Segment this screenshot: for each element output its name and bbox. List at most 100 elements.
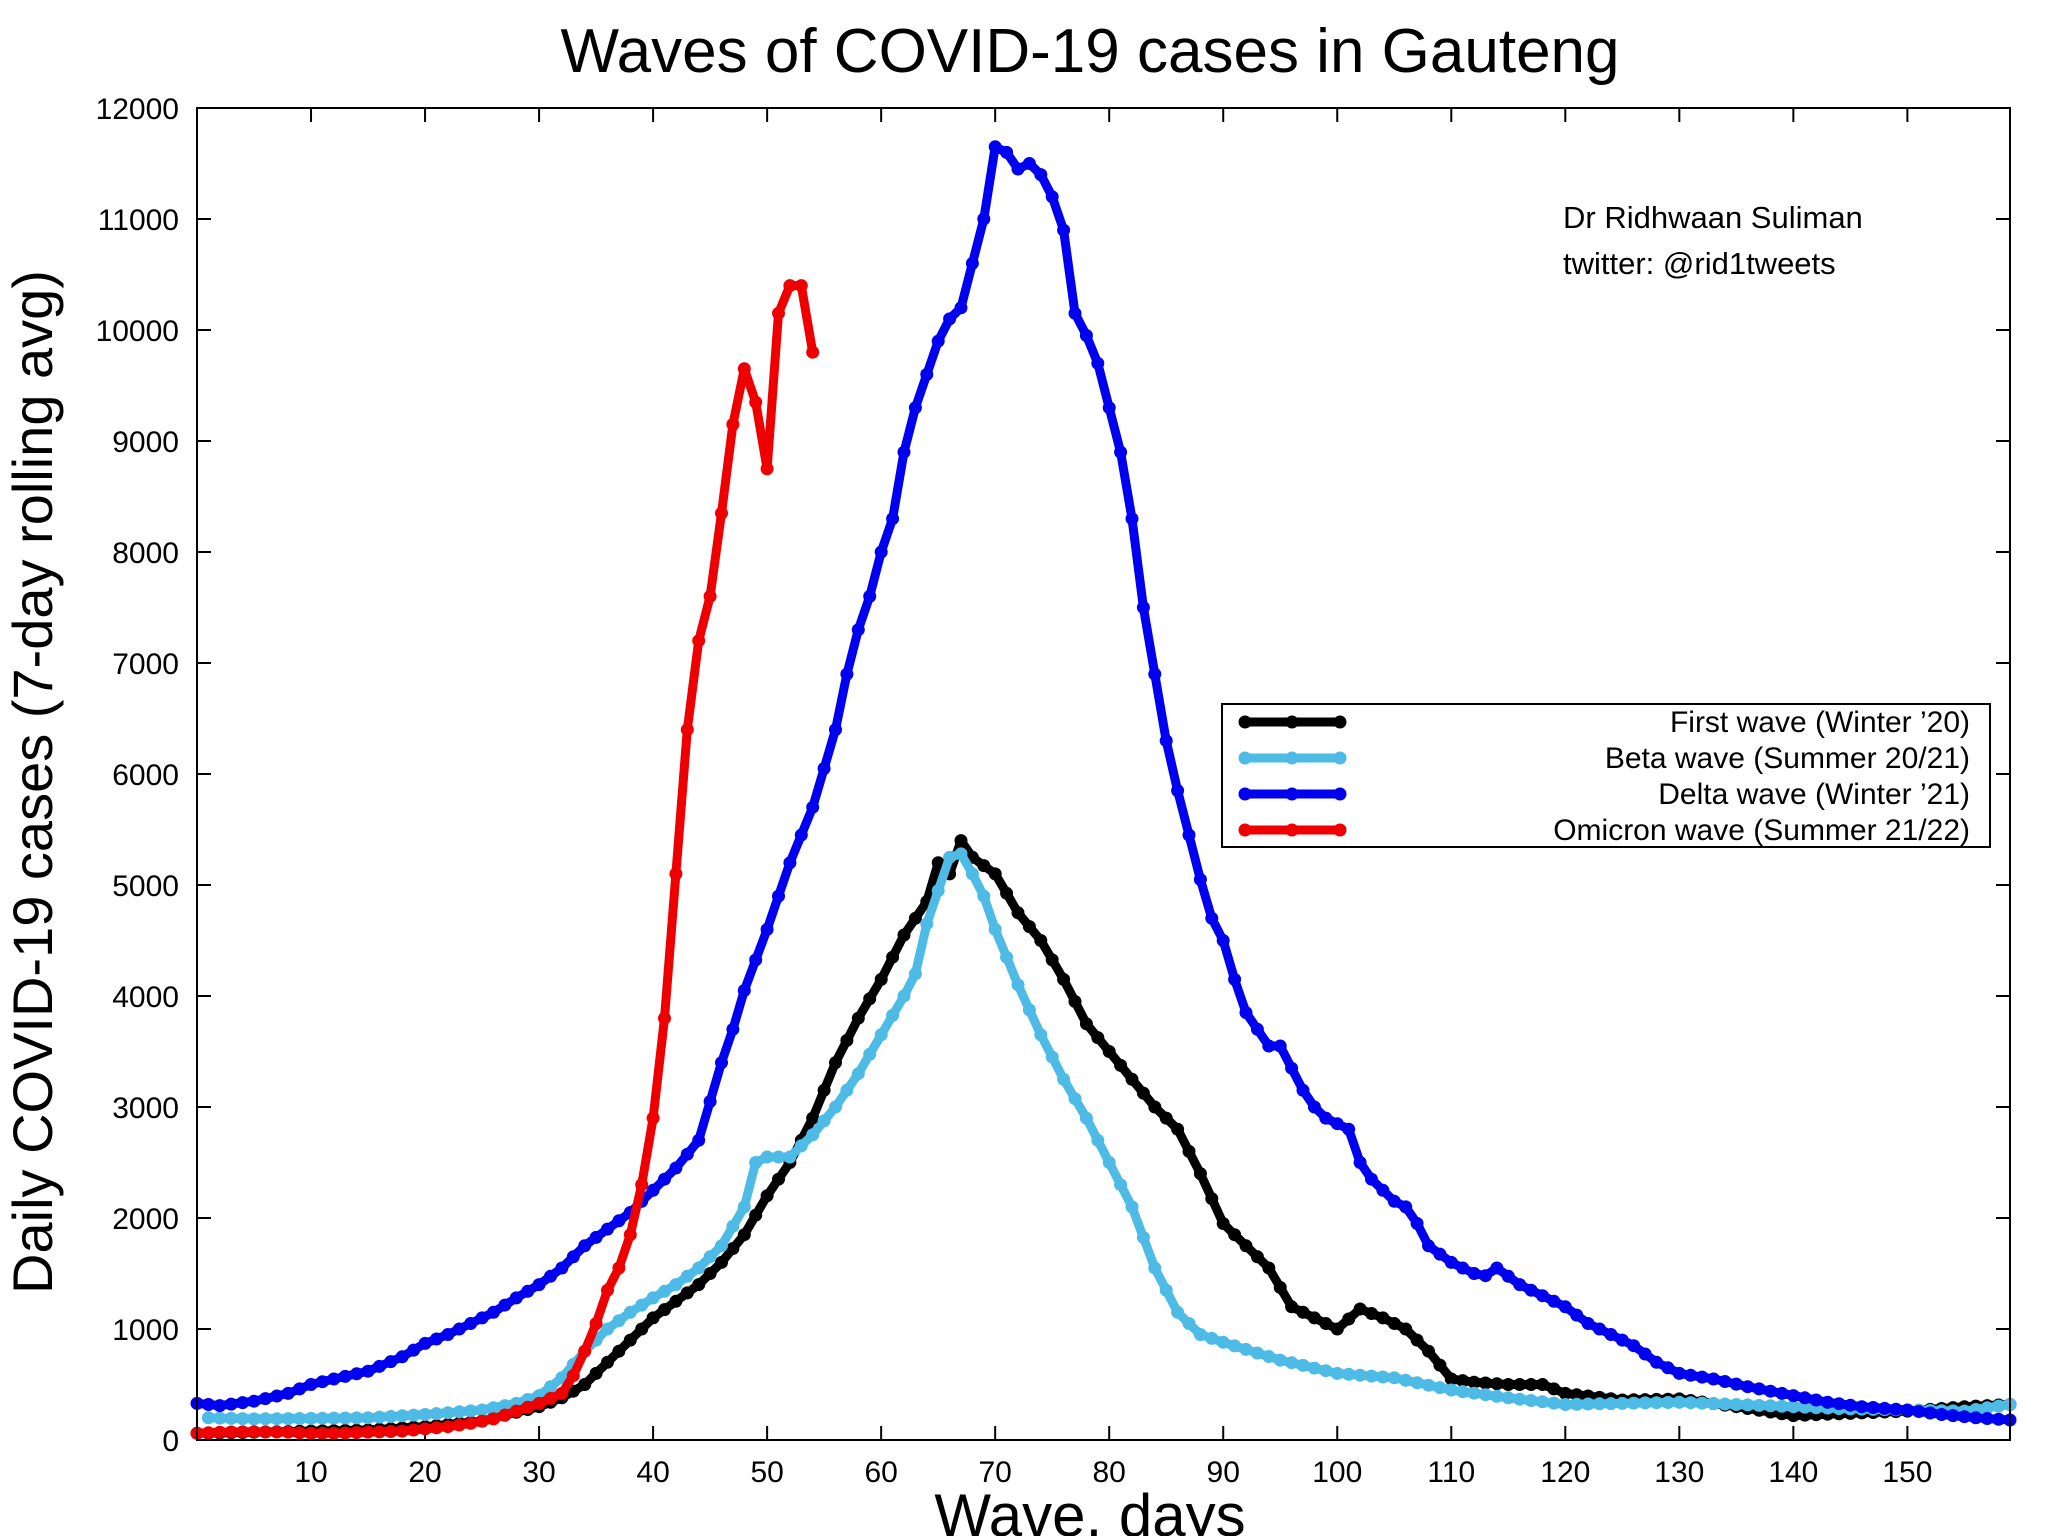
- series-point: [658, 1172, 671, 1186]
- series-point: [1353, 1368, 1367, 1382]
- series-point: [1536, 1395, 1549, 1409]
- series-point: [1022, 157, 1036, 170]
- series-point: [1889, 1402, 1903, 1416]
- series-point: [521, 1400, 535, 1414]
- series-point: [1513, 1392, 1527, 1406]
- series-point: [1205, 1192, 1219, 1206]
- series-point: [338, 1411, 352, 1425]
- series-point: [1342, 1122, 1356, 1136]
- series-point: [1604, 1328, 1618, 1341]
- series-point: [1946, 1409, 1960, 1423]
- x-tick-label: 60: [864, 1456, 897, 1489]
- series-point: [1262, 1039, 1276, 1053]
- series-point: [487, 1305, 500, 1319]
- series-point: [532, 1278, 546, 1292]
- series-point: [1786, 1409, 1800, 1423]
- series-point: [201, 1398, 215, 1411]
- series-point: [715, 1255, 728, 1269]
- series-point: [1296, 1083, 1310, 1097]
- legend-entry: Delta wave (Winter ’21): [1238, 778, 1970, 811]
- legend-swatch-dot: [1285, 751, 1299, 765]
- series-point: [1387, 1317, 1401, 1330]
- series-point: [1182, 828, 1196, 842]
- series-point: [1171, 1122, 1185, 1136]
- legend-swatch-dot: [1238, 787, 1252, 801]
- series-point: [1296, 1358, 1310, 1372]
- x-tick-label: 100: [1312, 1456, 1362, 1489]
- series-point: [1570, 1388, 1584, 1402]
- series-point: [1307, 1311, 1321, 1325]
- series-point: [566, 1250, 580, 1264]
- series-point: [1068, 306, 1082, 320]
- legend-swatch-dot: [1238, 715, 1252, 729]
- series-point: [1159, 1283, 1173, 1297]
- x-tick-label: 130: [1654, 1456, 1704, 1489]
- series-point: [1433, 1381, 1447, 1395]
- series-point: [658, 1011, 671, 1025]
- series-point: [1479, 1269, 1492, 1283]
- series-point: [475, 1403, 489, 1417]
- series-point: [578, 1344, 592, 1358]
- series-point: [1034, 168, 1048, 182]
- series-point: [703, 1267, 717, 1280]
- series-point: [1262, 1350, 1276, 1363]
- series-point: [829, 1100, 842, 1114]
- series-point: [715, 1056, 728, 1070]
- series-point: [1399, 1322, 1413, 1336]
- y-tick-label: 3000: [112, 1092, 179, 1125]
- series-point: [384, 1425, 398, 1438]
- series-point: [794, 828, 808, 842]
- series-point: [1957, 1410, 1971, 1424]
- y-tick-label: 2000: [112, 1203, 179, 1236]
- series-point: [213, 1425, 227, 1439]
- series-point: [943, 312, 957, 326]
- series-point: [407, 1343, 421, 1357]
- series-point: [1809, 1393, 1823, 1407]
- series-point: [487, 1401, 500, 1415]
- series-point: [931, 856, 945, 870]
- series-point: [475, 1414, 489, 1428]
- series-point: [1285, 1356, 1299, 1370]
- series-point: [1285, 1061, 1299, 1075]
- series-point: [1045, 190, 1059, 204]
- series-point: [258, 1412, 272, 1426]
- series-point: [247, 1412, 261, 1426]
- series-point: [1992, 1412, 2006, 1426]
- series-point: [1319, 1364, 1333, 1378]
- series-point: [1501, 1269, 1515, 1283]
- series-point: [1638, 1347, 1652, 1361]
- series-point: [977, 859, 991, 873]
- series-point: [1969, 1411, 1983, 1425]
- series-point: [555, 1261, 569, 1275]
- series-point: [555, 1386, 569, 1400]
- series-point: [1376, 1311, 1390, 1325]
- series-point: [1536, 1378, 1549, 1391]
- series-point: [315, 1375, 329, 1389]
- series-point: [1057, 972, 1071, 986]
- series-point: [817, 1114, 831, 1128]
- series-point: [897, 928, 911, 942]
- series-point: [1193, 1328, 1207, 1341]
- series-point: [1296, 1305, 1310, 1319]
- series-point: [1182, 1144, 1196, 1158]
- series-point: [372, 1410, 386, 1424]
- series-point: [1045, 953, 1059, 967]
- legend-swatch-dot: [1238, 823, 1252, 837]
- series-point: [1330, 1117, 1344, 1131]
- series-group-0: [190, 834, 2017, 1440]
- series-point: [1125, 1072, 1139, 1086]
- legend-swatch-dot: [1238, 751, 1252, 765]
- series-point: [669, 1278, 683, 1292]
- series-point: [623, 1333, 637, 1347]
- series-point: [1011, 162, 1025, 176]
- series-point: [1741, 1398, 1755, 1412]
- series-point: [1011, 906, 1025, 920]
- series-point: [1136, 601, 1150, 614]
- series-point: [851, 1011, 865, 1025]
- series-point: [1467, 1375, 1481, 1389]
- series-point: [213, 1411, 227, 1425]
- series-point: [1114, 1058, 1128, 1072]
- series-point: [726, 1219, 740, 1233]
- series-point: [840, 1033, 854, 1047]
- series-point: [886, 950, 900, 964]
